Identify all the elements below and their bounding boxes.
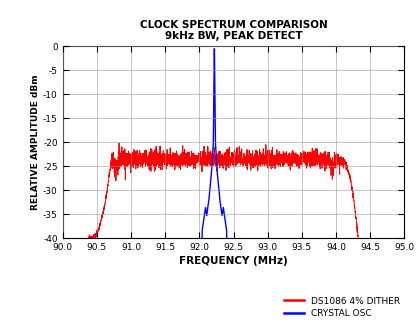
CRYSTAL OSC [359,241,364,245]
DS1086 4% DITHER [206,157,211,161]
CRYSTAL OSC [206,201,211,205]
DS1086 4% DITHER [117,141,122,145]
CRYSTAL OSC [119,241,124,245]
CRYSTAL OSC [395,241,400,245]
DS1086 4% DITHER [395,241,400,245]
DS1086 4% DITHER [191,151,196,155]
X-axis label: FREQUENCY (MHz): FREQUENCY (MHz) [179,256,288,266]
Line: CRYSTAL OSC: CRYSTAL OSC [63,49,404,243]
CRYSTAL OSC [212,47,217,51]
Title: CLOCK SPECTRUM COMPARISON
9kHz BW, PEAK DETECT: CLOCK SPECTRUM COMPARISON 9kHz BW, PEAK … [140,20,327,41]
DS1086 4% DITHER [60,241,65,245]
CRYSTAL OSC [99,241,104,245]
DS1086 4% DITHER [402,241,407,245]
Legend: DS1086 4% DITHER, CRYSTAL OSC: DS1086 4% DITHER, CRYSTAL OSC [284,297,400,318]
CRYSTAL OSC [60,241,65,245]
DS1086 4% DITHER [99,217,104,221]
DS1086 4% DITHER [359,241,364,245]
CRYSTAL OSC [402,241,407,245]
Line: DS1086 4% DITHER: DS1086 4% DITHER [63,143,404,243]
CRYSTAL OSC [191,241,196,245]
DS1086 4% DITHER [119,162,124,166]
Y-axis label: RELATIVE AMPLITUDE dBm: RELATIVE AMPLITUDE dBm [31,74,40,210]
